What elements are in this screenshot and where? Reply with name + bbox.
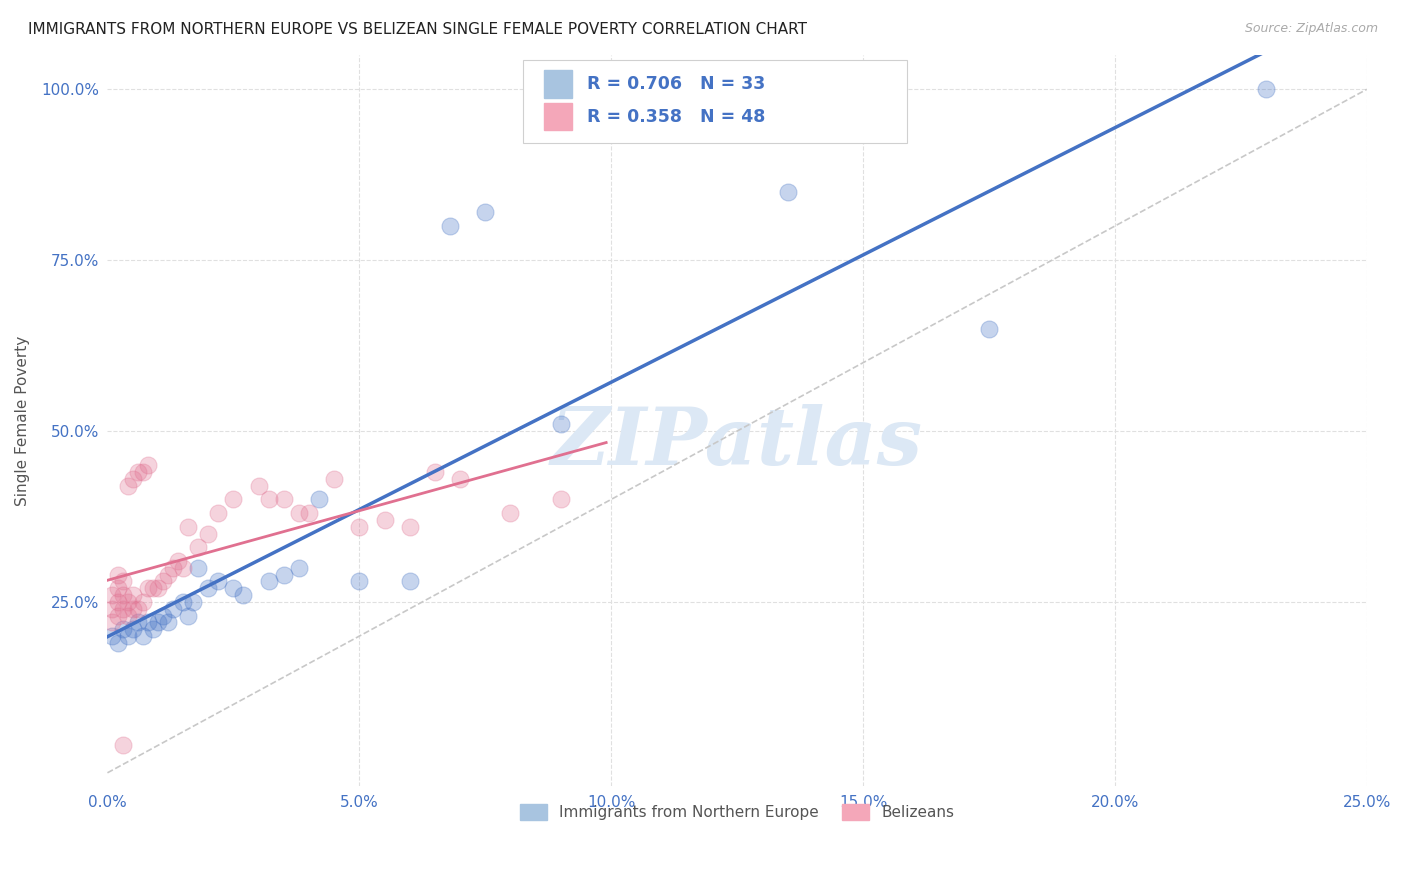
Point	[181, 595, 204, 609]
Point	[136, 615, 159, 630]
Point	[127, 615, 149, 630]
Point	[349, 574, 371, 589]
Point	[111, 574, 134, 589]
Point	[172, 595, 194, 609]
Point	[146, 581, 169, 595]
Point	[222, 492, 245, 507]
Point	[156, 615, 179, 630]
Point	[107, 581, 129, 595]
Point	[111, 588, 134, 602]
Point	[499, 506, 522, 520]
Point	[127, 601, 149, 615]
Point	[373, 513, 395, 527]
Text: R = 0.358   N = 48: R = 0.358 N = 48	[588, 108, 766, 126]
Point	[222, 581, 245, 595]
Point	[977, 321, 1000, 335]
Point	[142, 581, 165, 595]
Point	[117, 629, 139, 643]
Text: ZIPatlas: ZIPatlas	[551, 404, 924, 482]
Legend: Immigrants from Northern Europe, Belizeans: Immigrants from Northern Europe, Belizea…	[513, 798, 960, 826]
Point	[197, 526, 219, 541]
Point	[146, 615, 169, 630]
Point	[247, 479, 270, 493]
Point	[111, 622, 134, 636]
Y-axis label: Single Female Poverty: Single Female Poverty	[15, 335, 30, 506]
Point	[298, 506, 321, 520]
FancyBboxPatch shape	[544, 70, 572, 97]
Point	[550, 417, 572, 432]
Point	[288, 560, 311, 574]
Point	[398, 520, 420, 534]
Point	[273, 492, 295, 507]
Text: R = 0.706   N = 33: R = 0.706 N = 33	[588, 75, 765, 93]
Point	[131, 629, 153, 643]
Point	[107, 608, 129, 623]
Point	[136, 581, 159, 595]
Point	[162, 601, 184, 615]
Point	[423, 465, 446, 479]
Point	[323, 472, 346, 486]
Text: Source: ZipAtlas.com: Source: ZipAtlas.com	[1244, 22, 1378, 36]
Point	[398, 574, 420, 589]
Point	[131, 465, 153, 479]
Point	[101, 601, 124, 615]
Point	[439, 219, 461, 233]
Point	[107, 567, 129, 582]
FancyBboxPatch shape	[544, 103, 572, 130]
Point	[172, 560, 194, 574]
Point	[117, 595, 139, 609]
Point	[111, 739, 134, 753]
Point	[136, 458, 159, 473]
Point	[776, 185, 799, 199]
Point	[107, 636, 129, 650]
Point	[121, 472, 143, 486]
Point	[1254, 82, 1277, 96]
Point	[550, 492, 572, 507]
Point	[101, 588, 124, 602]
Point	[101, 615, 124, 630]
Point	[197, 581, 219, 595]
Point	[167, 554, 190, 568]
Point	[177, 608, 200, 623]
Point	[187, 541, 209, 555]
Point	[207, 574, 229, 589]
Point	[156, 567, 179, 582]
Point	[273, 567, 295, 582]
Point	[152, 608, 174, 623]
Point	[117, 608, 139, 623]
Point	[131, 595, 153, 609]
Point	[111, 601, 134, 615]
Point	[127, 465, 149, 479]
Point	[121, 588, 143, 602]
Point	[207, 506, 229, 520]
Point	[349, 520, 371, 534]
Point	[257, 492, 280, 507]
Point	[187, 560, 209, 574]
Point	[117, 479, 139, 493]
Point	[288, 506, 311, 520]
Point	[142, 622, 165, 636]
Point	[474, 205, 496, 219]
Point	[101, 629, 124, 643]
Point	[232, 588, 254, 602]
Text: IMMIGRANTS FROM NORTHERN EUROPE VS BELIZEAN SINGLE FEMALE POVERTY CORRELATION CH: IMMIGRANTS FROM NORTHERN EUROPE VS BELIZ…	[28, 22, 807, 37]
Point	[152, 574, 174, 589]
FancyBboxPatch shape	[523, 61, 907, 143]
Point	[257, 574, 280, 589]
Point	[449, 472, 471, 486]
Point	[177, 520, 200, 534]
Point	[308, 492, 330, 507]
Point	[121, 601, 143, 615]
Point	[121, 622, 143, 636]
Point	[162, 560, 184, 574]
Point	[107, 595, 129, 609]
